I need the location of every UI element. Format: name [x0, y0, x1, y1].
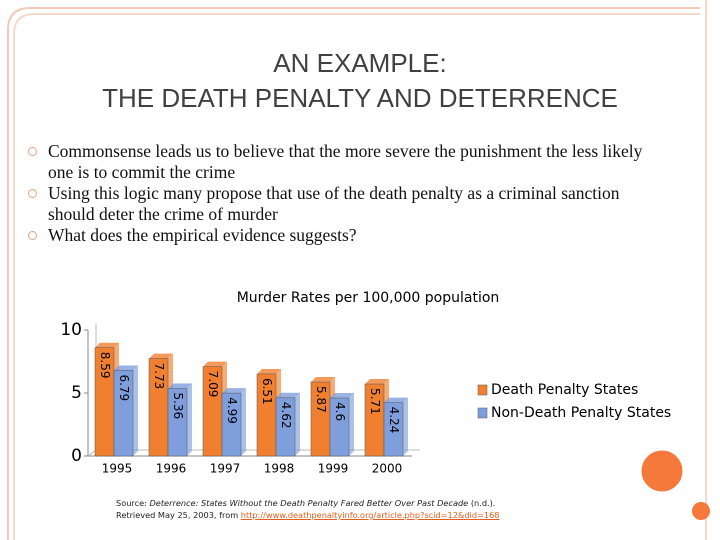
source-link[interactable]: http://www.deathpenaltyinfo.org/article.…	[240, 510, 500, 520]
bar	[275, 397, 296, 457]
slide-title: THE DEATH PENALTY AND DETERRENCE	[102, 83, 618, 113]
bullet: Commonsense leads us to believe that the…	[26, 141, 656, 183]
bar-side	[241, 388, 246, 456]
bar-top	[330, 393, 354, 399]
source: Source: Deterrence: States Without the D…	[116, 497, 500, 521]
bullet: Using this logic many propose that use o…	[26, 183, 656, 225]
value-label: 7.73	[152, 363, 166, 390]
x-tick-label: 1999	[318, 462, 349, 476]
value-label: 6.51	[260, 378, 274, 405]
bullet: What does the empirical evidence suggest…	[26, 225, 656, 246]
chart-title: Murder Rates per 100,000 population	[237, 290, 500, 306]
value-label: 4.62	[279, 402, 293, 429]
bar-top	[95, 342, 119, 348]
value-label: 5.71	[368, 388, 382, 415]
y-tick-label: 0	[71, 446, 82, 466]
bar-side	[349, 393, 354, 456]
y-tick-label: 5	[71, 383, 82, 403]
legend-label: Death Penalty States	[491, 382, 638, 398]
legend-label: Non-Death Penalty States	[491, 405, 671, 421]
bar	[167, 388, 188, 457]
legend-swatch	[477, 407, 488, 419]
bar-side	[187, 383, 192, 456]
bar	[329, 397, 350, 457]
x-tick-label: 1997	[210, 462, 241, 476]
value-label: 6.79	[117, 374, 131, 401]
bar-top	[203, 361, 227, 367]
bullet-list: Commonsense leads us to believe that the…	[26, 141, 656, 246]
slide-title: AN EXAMPLE:	[273, 48, 447, 78]
source-date: (n.d.).	[470, 498, 496, 508]
bar-side	[133, 365, 138, 456]
bar-top	[384, 397, 408, 403]
source-retrieved: Retrieved May 25, 2003, from	[116, 510, 239, 520]
bar	[383, 402, 404, 457]
legend-swatch	[477, 384, 488, 396]
value-label: 7.09	[206, 371, 220, 398]
value-label: 8.59	[98, 352, 112, 379]
bar-side	[403, 397, 408, 456]
bar-top	[222, 388, 246, 394]
x-tick-label: 1995	[102, 462, 133, 476]
bar-top	[149, 353, 173, 359]
x-tick-label: 1996	[156, 462, 187, 476]
bar-top	[276, 392, 300, 398]
bar-top	[311, 377, 335, 383]
y-tick-label: 10	[60, 320, 82, 340]
bar	[113, 370, 134, 457]
x-tick-label: 1998	[264, 462, 295, 476]
bar-top	[365, 379, 389, 385]
x-tick-label: 2000	[372, 462, 403, 476]
bar	[221, 392, 242, 457]
bar-top	[257, 368, 281, 374]
bar-side	[295, 392, 300, 456]
bar-top	[114, 365, 138, 371]
value-label: 4.99	[225, 397, 239, 424]
value-label: 5.36	[171, 392, 185, 419]
source-label: Source:	[116, 498, 147, 508]
value-label: 5.87	[314, 386, 328, 413]
value-label: 4.6	[333, 402, 347, 421]
source-work: Deterrence: States Without the Death Pen…	[149, 498, 469, 508]
bar-top	[168, 383, 192, 389]
value-label: 4.24	[387, 407, 401, 434]
